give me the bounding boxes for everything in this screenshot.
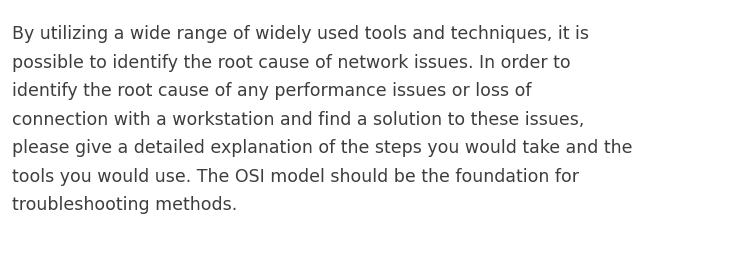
Text: By utilizing a wide range of widely used tools and techniques, it is
possible to: By utilizing a wide range of widely used…: [12, 25, 633, 214]
